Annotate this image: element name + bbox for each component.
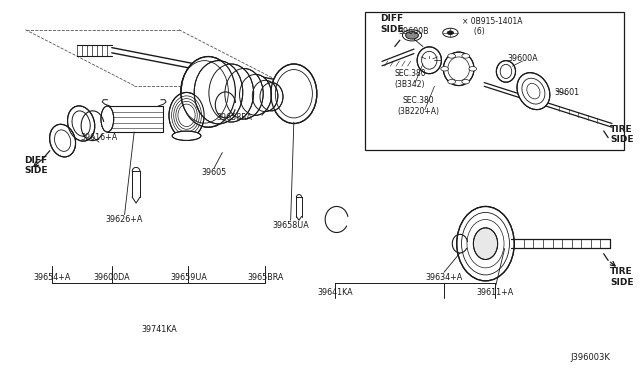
Ellipse shape: [497, 61, 516, 82]
Ellipse shape: [417, 47, 442, 74]
Ellipse shape: [50, 124, 76, 157]
Text: × 0B915-1401A
     (6): × 0B915-1401A (6): [462, 17, 522, 36]
Ellipse shape: [225, 68, 263, 119]
Text: 39634+A: 39634+A: [426, 273, 463, 282]
Text: TIRE
SIDE: TIRE SIDE: [610, 267, 634, 287]
Circle shape: [448, 80, 456, 84]
Text: SEC.380
(3B342): SEC.380 (3B342): [394, 69, 426, 89]
Text: TIRE
SIDE: TIRE SIDE: [610, 125, 634, 144]
Ellipse shape: [239, 74, 271, 115]
Text: 39641KA: 39641KA: [317, 288, 353, 296]
Text: 39659UA: 39659UA: [170, 273, 207, 282]
Ellipse shape: [271, 64, 317, 124]
Ellipse shape: [517, 73, 550, 110]
Text: 39654+A: 39654+A: [34, 273, 71, 282]
Text: 39741KA: 39741KA: [142, 325, 177, 334]
Ellipse shape: [457, 206, 515, 281]
Text: 39600DA: 39600DA: [93, 273, 130, 282]
Text: 39626+A: 39626+A: [106, 215, 143, 224]
Ellipse shape: [252, 80, 278, 112]
Ellipse shape: [169, 92, 204, 138]
Ellipse shape: [101, 106, 114, 132]
Text: DIFF
SIDE: DIFF SIDE: [24, 156, 48, 175]
Text: SEC.380
(3B220+A): SEC.380 (3B220+A): [397, 96, 440, 116]
Text: 3965BRA: 3965BRA: [247, 273, 284, 282]
Circle shape: [462, 54, 470, 58]
Bar: [365, 12, 624, 150]
Text: J396003K: J396003K: [570, 353, 610, 362]
Ellipse shape: [474, 228, 498, 260]
Text: 39658UA: 39658UA: [272, 221, 309, 230]
Circle shape: [448, 54, 456, 58]
Circle shape: [406, 32, 419, 39]
Text: 39601: 39601: [555, 88, 580, 97]
Text: DIFF
SIDE: DIFF SIDE: [380, 15, 404, 34]
Ellipse shape: [194, 61, 243, 124]
Ellipse shape: [172, 131, 201, 141]
Text: 39600A: 39600A: [508, 54, 538, 63]
Ellipse shape: [260, 83, 283, 111]
Text: 39658RA: 39658RA: [216, 113, 252, 122]
Text: 39616+A: 39616+A: [81, 133, 118, 142]
Circle shape: [462, 80, 470, 84]
Circle shape: [469, 67, 477, 71]
Circle shape: [441, 67, 449, 71]
Text: 39600B: 39600B: [399, 27, 429, 36]
Text: 39611+A: 39611+A: [476, 288, 514, 296]
Ellipse shape: [67, 106, 95, 141]
Text: 39605: 39605: [202, 169, 227, 177]
Circle shape: [447, 31, 454, 35]
Ellipse shape: [181, 57, 236, 127]
Ellipse shape: [444, 52, 474, 86]
Ellipse shape: [209, 64, 253, 122]
